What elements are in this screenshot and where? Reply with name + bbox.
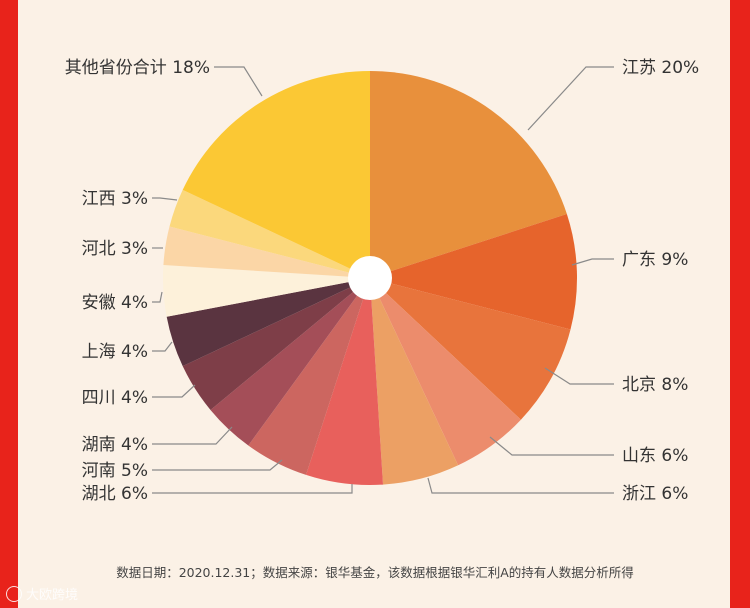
leader-line-11 — [152, 291, 163, 303]
pie-slice-3 — [370, 278, 571, 420]
slice-label-12: 河北 3% — [82, 239, 148, 259]
pie-slice-6 — [306, 278, 383, 485]
pie-slice-14 — [182, 71, 370, 278]
leader-line-2 — [571, 258, 614, 266]
slice-label-14: 其他省份合计 18% — [65, 58, 210, 78]
leader-line-14 — [214, 66, 263, 97]
leader-lines — [152, 66, 614, 494]
pie-slice-4 — [370, 278, 521, 466]
pie-slice-9 — [182, 278, 370, 410]
leader-line-4 — [489, 436, 614, 456]
leader-line-10 — [152, 341, 173, 352]
leader-line-13 — [152, 197, 178, 201]
slice-labels: 江苏 20% 广东 9% 北京 8% 山东 6% 浙江 6% 湖北 6% 河南 5% 湖南 4… — [65, 58, 699, 504]
slice-label-11: 安徽 4% — [82, 293, 148, 313]
leader-line-8 — [152, 426, 233, 445]
pie-slice-2 — [370, 214, 578, 330]
slice-label-4: 山东 6% — [622, 446, 688, 466]
pie-slice-13 — [169, 189, 370, 278]
pie-slice-1 — [370, 71, 567, 278]
pie-slices — [163, 71, 578, 485]
slice-label-3: 北京 8% — [622, 375, 688, 395]
watermark-logo-icon — [6, 585, 22, 602]
slice-label-6: 湖北 6% — [82, 484, 148, 504]
pie-slice-7 — [248, 278, 370, 475]
leader-line-7 — [152, 459, 283, 471]
leader-line-5 — [427, 477, 614, 494]
slice-label-10: 上海 4% — [82, 342, 148, 362]
leader-line-1 — [527, 66, 614, 131]
leader-line-3 — [544, 367, 614, 385]
pie-slice-12 — [163, 226, 370, 278]
slice-label-9: 四川 4% — [82, 388, 148, 408]
slice-label-5: 浙江 6% — [622, 484, 688, 504]
slice-label-2: 广东 9% — [622, 250, 688, 270]
pie-center-hole — [348, 256, 392, 300]
slice-label-1: 江苏 20% — [622, 58, 699, 78]
slice-label-8: 湖南 4% — [82, 435, 148, 455]
pie-slice-8 — [210, 278, 370, 446]
slice-label-7: 河南 5% — [82, 461, 148, 481]
leader-line-6 — [152, 484, 353, 494]
pie-slice-11 — [163, 265, 370, 317]
footnote: 数据日期：2020.12.31；数据来源：银华基金，该数据根据银华汇利A的持有人… — [116, 565, 634, 580]
slice-label-13: 江西 3% — [82, 189, 148, 209]
pie-slice-5 — [370, 278, 459, 485]
pie-slice-10 — [166, 278, 370, 367]
watermark: 大欧跨境 — [6, 584, 78, 603]
watermark-text: 大欧跨境 — [26, 588, 79, 603]
leader-line-9 — [152, 384, 196, 398]
